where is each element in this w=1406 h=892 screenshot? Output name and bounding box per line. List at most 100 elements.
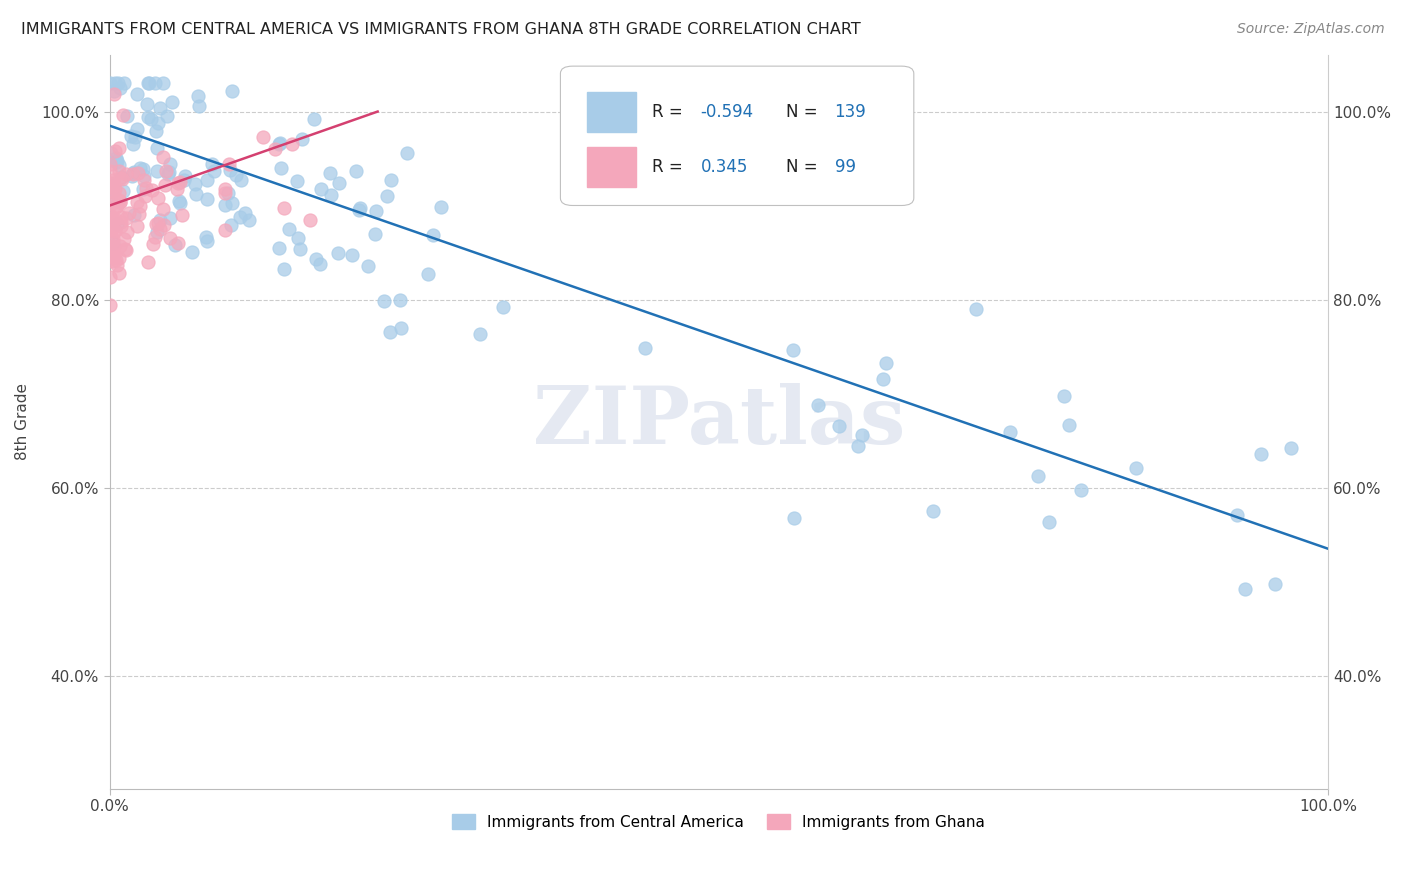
- Point: [807, 399, 830, 413]
- Point: [152, 218, 174, 232]
- Point: [108, 266, 131, 280]
- Point: [101, 180, 124, 194]
- Point: [1264, 577, 1286, 591]
- Point: [105, 154, 128, 169]
- Point: [103, 87, 125, 101]
- Point: [299, 213, 322, 227]
- Point: [159, 230, 181, 244]
- Point: [101, 253, 124, 268]
- Point: [148, 191, 170, 205]
- Point: [143, 229, 166, 244]
- Point: [416, 267, 439, 281]
- Point: [135, 181, 157, 195]
- Point: [219, 162, 242, 177]
- Point: [380, 173, 402, 187]
- Point: [100, 209, 122, 223]
- Point: [131, 162, 153, 177]
- Point: [101, 195, 124, 210]
- Point: [214, 198, 236, 212]
- Point: [107, 76, 129, 90]
- Point: [160, 95, 183, 109]
- Point: [219, 218, 242, 232]
- Point: [146, 141, 169, 155]
- Point: [105, 152, 128, 166]
- Point: [194, 230, 217, 244]
- Point: [155, 164, 177, 178]
- Point: [100, 223, 122, 237]
- Point: [136, 110, 159, 124]
- Point: [163, 237, 186, 252]
- Point: [288, 242, 311, 256]
- Point: [103, 85, 125, 99]
- Point: [107, 158, 129, 172]
- Point: [186, 186, 208, 201]
- Point: [169, 196, 191, 211]
- Point: [159, 156, 181, 170]
- Point: [280, 137, 302, 152]
- Point: [214, 186, 236, 200]
- Point: [103, 238, 125, 252]
- Point: [783, 510, 806, 524]
- Point: [100, 76, 122, 90]
- Point: [103, 211, 125, 226]
- Point: [107, 164, 129, 178]
- Point: [468, 327, 491, 342]
- Point: [214, 223, 236, 237]
- Point: [782, 343, 804, 357]
- Y-axis label: 8th Grade: 8th Grade: [15, 384, 30, 460]
- Point: [921, 504, 943, 518]
- Point: [115, 243, 138, 257]
- Point: [340, 247, 363, 261]
- Point: [966, 301, 988, 316]
- Point: [104, 182, 127, 196]
- Point: [101, 211, 124, 226]
- Point: [105, 252, 128, 267]
- Text: R =: R =: [652, 159, 682, 177]
- Point: [108, 251, 131, 265]
- Point: [1233, 582, 1256, 596]
- Point: [167, 235, 190, 250]
- Point: [302, 112, 325, 126]
- Point: [121, 137, 143, 152]
- Point: [375, 188, 398, 202]
- Point: [169, 175, 191, 189]
- Point: [105, 217, 128, 231]
- Point: [159, 211, 181, 225]
- Point: [149, 222, 172, 236]
- Point: [100, 245, 122, 260]
- Point: [1053, 389, 1076, 403]
- Point: [121, 169, 143, 183]
- Point: [308, 257, 330, 271]
- Legend: Immigrants from Central America, Immigrants from Ghana: Immigrants from Central America, Immigra…: [446, 807, 991, 836]
- Point: [430, 200, 453, 214]
- Point: [98, 270, 121, 285]
- Point: [173, 173, 195, 187]
- Point: [100, 214, 122, 228]
- Point: [270, 161, 292, 176]
- Point: [373, 294, 395, 309]
- Point: [117, 225, 139, 239]
- Text: Source: ZipAtlas.com: Source: ZipAtlas.com: [1237, 22, 1385, 37]
- Point: [118, 206, 141, 220]
- Point: [349, 201, 371, 215]
- Point: [143, 76, 166, 90]
- Point: [128, 207, 150, 221]
- Point: [152, 150, 174, 164]
- Point: [98, 298, 121, 312]
- Point: [264, 142, 287, 156]
- Text: ZIPatlas: ZIPatlas: [533, 383, 905, 461]
- Point: [138, 254, 160, 268]
- Point: [110, 215, 132, 229]
- Text: 0.345: 0.345: [700, 159, 748, 177]
- Point: [267, 137, 290, 152]
- Point: [108, 141, 131, 155]
- Point: [100, 246, 122, 260]
- Point: [100, 178, 122, 192]
- Point: [201, 157, 224, 171]
- Point: [98, 157, 121, 171]
- Point: [217, 186, 239, 200]
- Point: [634, 341, 657, 355]
- Point: [305, 252, 328, 266]
- Point: [356, 259, 378, 273]
- Point: [129, 161, 152, 175]
